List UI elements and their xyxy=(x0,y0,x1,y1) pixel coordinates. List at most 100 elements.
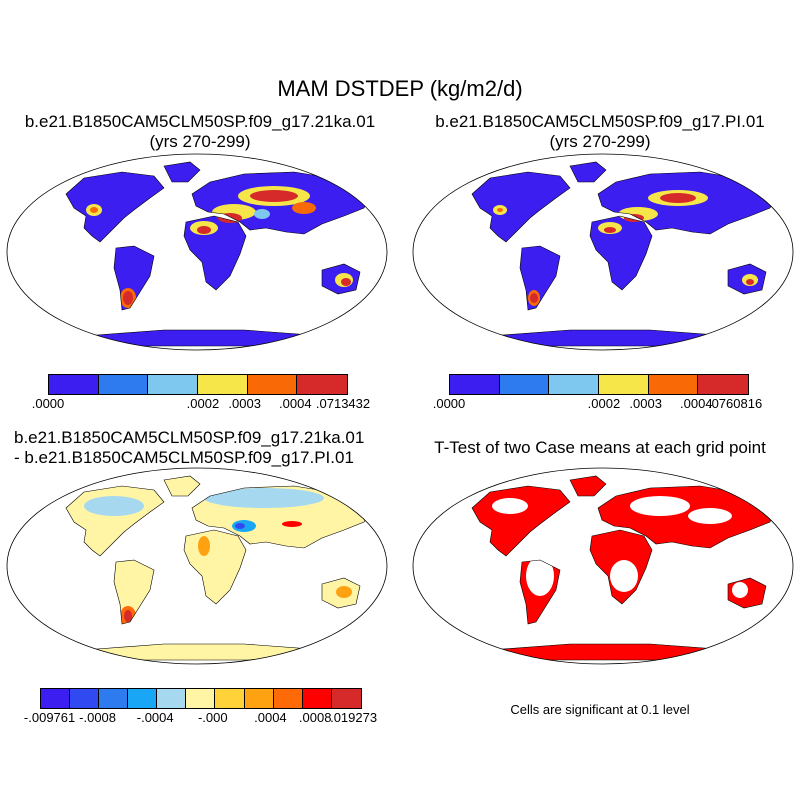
land-greenland xyxy=(164,162,200,182)
panel2-title-years: (yrs 270-299) xyxy=(549,132,651,151)
map-panel-pi xyxy=(412,153,794,351)
panel3-title-case-a: b.e21.B1850CAM5CLM50SP.f09_g17.21ka.01 xyxy=(14,428,365,447)
colorbar-swatch xyxy=(297,375,347,394)
value-cell xyxy=(198,536,210,556)
colorbar-difference-tick-label: .0008 xyxy=(298,710,332,725)
land-africa xyxy=(590,216,652,290)
colorbar-21ka-tick-label: .0003 xyxy=(228,396,261,411)
land-layer xyxy=(65,161,373,347)
coastline-northamerica xyxy=(471,485,571,557)
coastline-africa xyxy=(589,215,653,291)
nonsignificant-cell xyxy=(526,556,554,596)
coastline-northamerica xyxy=(65,171,165,243)
coastline-africa xyxy=(183,215,247,291)
value-cell xyxy=(292,202,316,214)
map-border xyxy=(6,467,388,665)
value-cell xyxy=(282,521,302,527)
nonsignificant-cell xyxy=(630,496,690,516)
colorbar-difference-tick-label: .019273 xyxy=(330,710,378,725)
coastline-southamerica xyxy=(113,245,155,311)
colorbar-21ka xyxy=(48,374,348,395)
colorbar-swatch xyxy=(197,375,248,394)
colorbar-swatch xyxy=(128,689,158,708)
panel2-title: b.e21.B1850CAM5CLM50SP.f09_g17.PI.01 (yr… xyxy=(400,112,800,152)
colorbar-difference xyxy=(40,688,362,709)
value-cell xyxy=(660,193,696,203)
coastline-australia xyxy=(321,577,361,609)
colorbar-pi-tick-label: .0000 xyxy=(432,396,466,411)
value-cell xyxy=(497,208,503,212)
coastline-northamerica xyxy=(471,171,571,243)
colorbar-swatch xyxy=(157,689,187,708)
value-layer xyxy=(84,488,352,626)
land-greenland xyxy=(570,162,606,182)
coastline-southamerica xyxy=(519,245,561,311)
panel2-title-case: b.e21.B1850CAM5CLM50SP.f09_g17.PI.01 xyxy=(435,112,765,131)
colorbar-difference-tick-label: -.0008 xyxy=(79,710,117,725)
panel1-title: b.e21.B1850CAM5CLM50SP.f09_g17.21ka.01 (… xyxy=(0,112,400,152)
coastline-australia xyxy=(727,577,767,609)
colorbar-swatch xyxy=(549,375,599,394)
coastline-greenland xyxy=(569,475,607,497)
coastline-southamerica xyxy=(113,559,155,625)
colorbar-difference-tick-label: -.000 xyxy=(197,710,228,725)
colorbar-swatch xyxy=(186,689,216,708)
land-layer xyxy=(65,475,373,661)
value-cell xyxy=(197,226,211,234)
colorbar-swatch xyxy=(215,689,245,708)
coastline-africa xyxy=(183,529,247,605)
map-border xyxy=(412,153,794,351)
value-cell xyxy=(254,209,270,219)
value-cell xyxy=(746,279,754,285)
land-layer xyxy=(471,161,779,347)
colorbar-pi xyxy=(449,374,749,395)
value-cell xyxy=(235,523,245,529)
nonsignificant-cell xyxy=(610,560,638,592)
nonsignificant-cell xyxy=(732,582,748,598)
panel4-title: T-Test of two Case means at each grid po… xyxy=(434,438,766,457)
land-northamerica xyxy=(66,172,164,242)
colorbar-21ka-tick-label: .0713432 xyxy=(315,396,371,411)
colorbar-swatch xyxy=(244,689,274,708)
colorbar-swatch xyxy=(302,689,332,708)
coastline-greenland xyxy=(569,161,607,183)
colorbar-swatch xyxy=(273,689,303,708)
colorbar-swatch xyxy=(247,375,298,394)
land-antarctica xyxy=(490,644,730,660)
panel1-title-years: (yrs 270-299) xyxy=(149,132,251,151)
map-border xyxy=(412,467,794,665)
panel3-title: b.e21.B1850CAM5CLM50SP.f09_g17.21ka.01 -… xyxy=(0,428,400,468)
coastline-australia xyxy=(321,263,361,295)
colorbar-swatch xyxy=(148,375,198,394)
coastline-eurasia xyxy=(597,485,779,549)
map-panel-21ka xyxy=(6,153,388,351)
colorbar-swatch xyxy=(499,375,550,394)
value-cell xyxy=(84,496,144,516)
value-layer xyxy=(492,496,748,598)
panel1-title-case: b.e21.B1850CAM5CLM50SP.f09_g17.21ka.01 xyxy=(24,112,376,131)
land-antarctica xyxy=(84,644,324,660)
colorbar-difference-tick-label: -.0004 xyxy=(136,710,174,725)
value-cell xyxy=(341,278,351,286)
colorbar-swatch xyxy=(49,375,99,394)
value-cell xyxy=(123,291,133,305)
map-panel-ttest xyxy=(412,467,794,665)
coastline-australia xyxy=(727,263,767,295)
value-cell xyxy=(124,610,132,622)
nonsignificant-cell xyxy=(492,498,528,514)
coastline-southamerica xyxy=(519,559,561,625)
map-border xyxy=(6,153,388,351)
colorbar-swatch xyxy=(450,375,500,394)
colorbar-difference-tick-label: .0004 xyxy=(254,710,287,725)
colorbar-pi-tick-label: .0003 xyxy=(629,396,662,411)
coastline-greenland xyxy=(163,161,201,183)
land-northamerica xyxy=(472,172,570,242)
colorbar-swatch xyxy=(598,375,649,394)
coastline-eurasia xyxy=(597,171,779,235)
coastline-eurasia xyxy=(191,485,373,549)
coastline-eurasia xyxy=(191,171,373,235)
land-antarctica xyxy=(84,330,324,346)
colorbar-pi-tick-label: .0760816 xyxy=(707,396,763,411)
land-greenland xyxy=(164,476,200,496)
value-cell xyxy=(530,293,538,303)
